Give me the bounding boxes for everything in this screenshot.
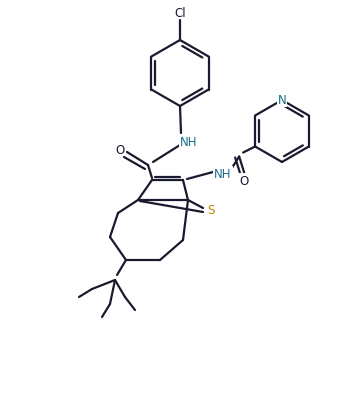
Text: N: N [278, 94, 286, 107]
Text: O: O [240, 175, 249, 188]
Text: S: S [207, 204, 215, 217]
Text: NH: NH [214, 167, 232, 180]
Text: NH: NH [180, 135, 198, 148]
Text: O: O [115, 143, 125, 156]
Text: Cl: Cl [174, 7, 186, 19]
